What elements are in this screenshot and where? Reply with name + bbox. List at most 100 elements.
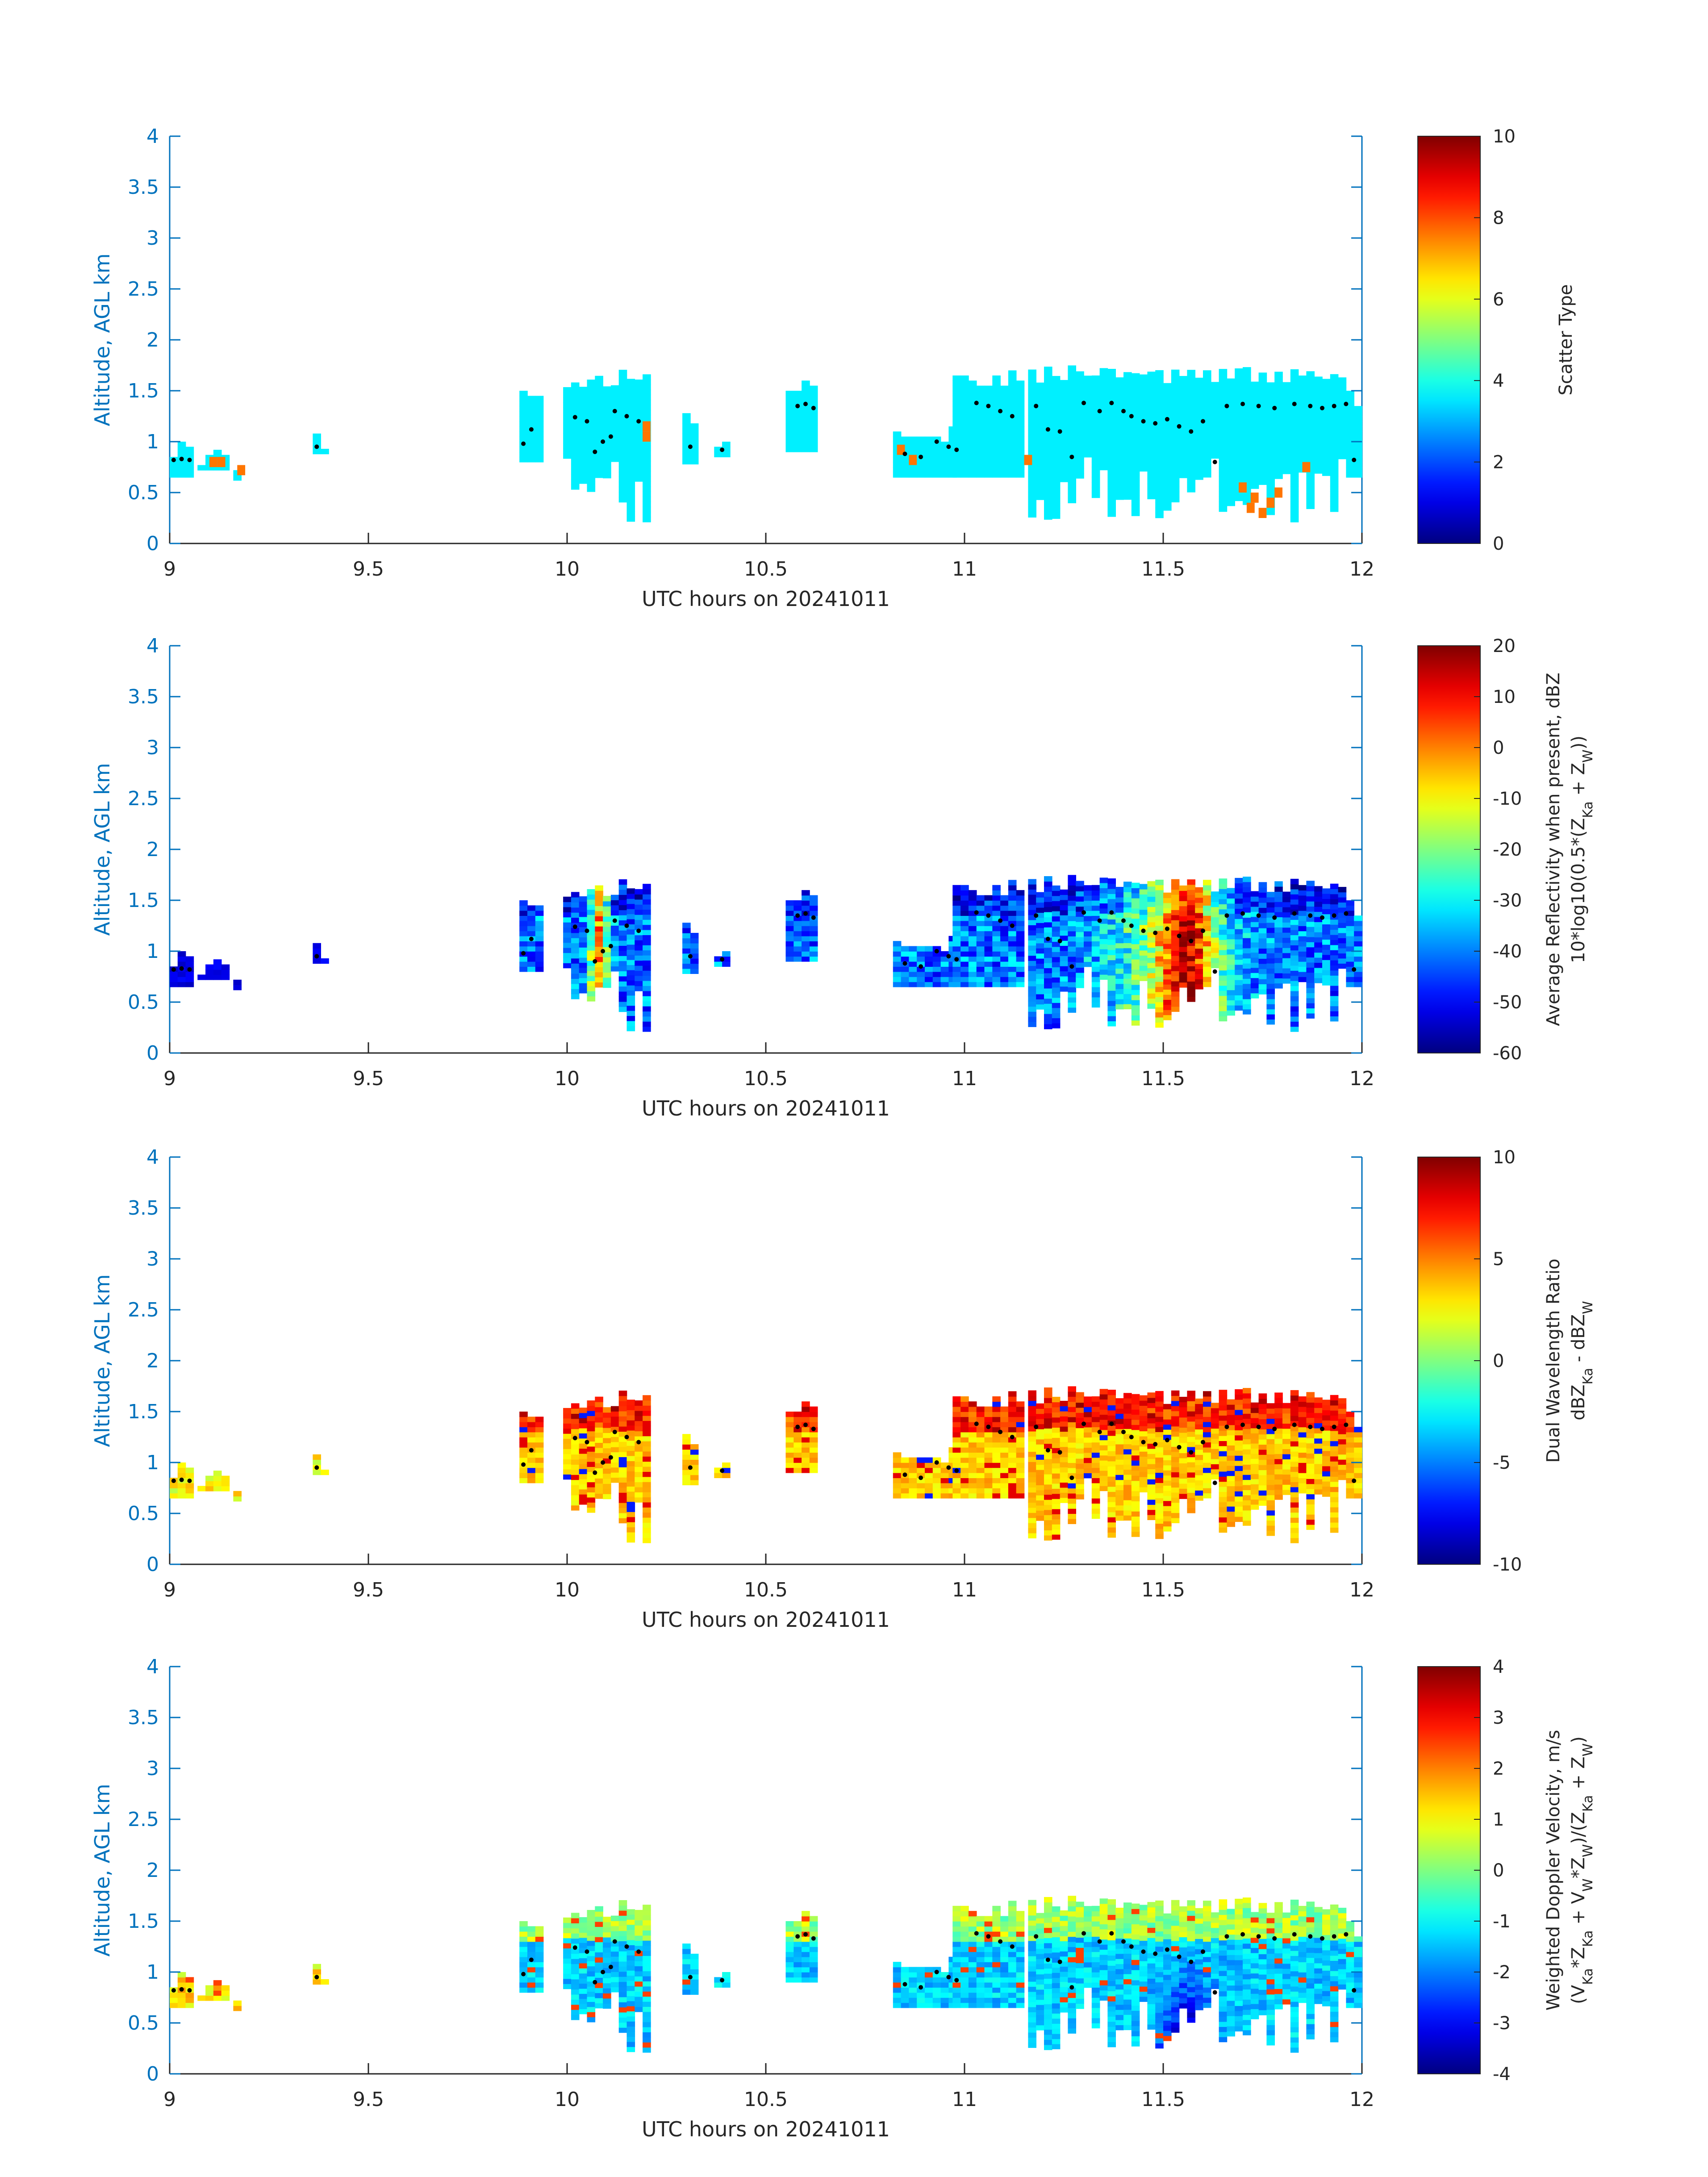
heatmap-cell xyxy=(643,400,651,405)
heatmap-cell xyxy=(519,1467,528,1473)
heatmap-cell xyxy=(1000,1462,1009,1468)
heatmap-cell xyxy=(976,462,985,468)
heatmap-cell xyxy=(1115,454,1124,460)
heatmap-cell xyxy=(1115,418,1124,424)
heatmap-cell xyxy=(1171,497,1180,502)
heatmap-cell xyxy=(952,905,961,911)
heatmap-cell xyxy=(1036,958,1044,964)
heatmap-cell xyxy=(785,915,794,921)
heatmap-cell xyxy=(1068,487,1076,493)
heatmap-cell xyxy=(960,910,969,916)
heatmap-cell xyxy=(1219,496,1228,502)
heatmap-cell xyxy=(1243,983,1251,989)
heatmap-cell xyxy=(1091,1457,1100,1463)
heatmap-cell xyxy=(1044,1458,1052,1464)
heatmap-cell xyxy=(1163,429,1172,435)
heatmap-cell xyxy=(1227,1521,1235,1527)
centroid-point xyxy=(585,419,589,424)
heatmap-cell xyxy=(1306,371,1315,377)
heatmap-cell xyxy=(595,1493,603,1499)
heatmap-cell xyxy=(1314,1489,1323,1495)
heatmap-cell xyxy=(1266,1418,1275,1424)
heatmap-cell xyxy=(1091,1483,1100,1488)
heatmap-cell xyxy=(1163,1460,1172,1466)
heatmap-cell xyxy=(976,421,985,427)
heatmap-cell xyxy=(1028,1405,1036,1411)
heatmap-cell xyxy=(968,457,977,463)
heatmap-cell xyxy=(563,1408,572,1414)
heatmap-cell xyxy=(1123,1413,1132,1419)
heatmap-cell xyxy=(1068,482,1076,488)
heatmap-cell xyxy=(626,893,635,899)
heatmap-cell xyxy=(932,961,941,967)
heatmap-cell xyxy=(1282,953,1291,958)
heatmap-cell xyxy=(785,1427,794,1433)
heatmap-cell xyxy=(1179,472,1188,478)
heatmap-cell xyxy=(690,958,699,964)
heatmap-cell xyxy=(952,977,961,982)
heatmap-cell xyxy=(1235,368,1243,374)
heatmap-cell xyxy=(1203,1401,1211,1407)
heatmap-cell xyxy=(643,1497,651,1503)
heatmap-cell xyxy=(626,1425,635,1431)
heatmap-cell xyxy=(1044,499,1052,505)
heatmap-cell xyxy=(1227,1460,1235,1466)
heatmap-cell xyxy=(1211,902,1219,907)
heatmap-cell xyxy=(901,1483,910,1488)
heatmap-cell xyxy=(1330,420,1339,426)
heatmap-cell xyxy=(1179,462,1188,468)
heatmap-cell xyxy=(1258,1413,1267,1420)
heatmap-cell xyxy=(802,1467,810,1473)
heatmap-cell xyxy=(1155,1467,1164,1473)
heatmap-cell xyxy=(992,1457,1001,1463)
heatmap-cell xyxy=(976,1457,985,1463)
heatmap-cell xyxy=(1016,436,1025,442)
heatmap-cell xyxy=(1060,965,1069,972)
heatmap-cell xyxy=(809,1457,818,1463)
heatmap-cell xyxy=(793,431,802,437)
heatmap-cell xyxy=(1219,883,1228,889)
heatmap-cell xyxy=(940,1488,949,1494)
heatmap-cell xyxy=(1163,999,1172,1005)
heatmap-cell xyxy=(1028,369,1036,375)
heatmap-cell xyxy=(1139,451,1148,456)
heatmap-cell xyxy=(571,403,580,409)
heatmap-cell xyxy=(1155,997,1164,1003)
heatmap-cell xyxy=(940,462,949,468)
heatmap-cell xyxy=(1036,1475,1044,1480)
heatmap-cell xyxy=(1052,895,1061,901)
heatmap-cell xyxy=(1258,383,1267,389)
heatmap-cell xyxy=(1123,927,1132,933)
heatmap-cell xyxy=(1068,1513,1076,1519)
heatmap-cell xyxy=(1195,897,1203,903)
heatmap-cell xyxy=(1330,460,1339,466)
heatmap-cell xyxy=(643,1522,651,1528)
heatmap-cell xyxy=(1091,951,1100,957)
heatmap-cell xyxy=(1203,441,1211,447)
heatmap-cell xyxy=(1290,1390,1299,1396)
centroid-point xyxy=(998,409,1003,414)
heatmap-cell xyxy=(968,915,977,921)
heatmap-cell xyxy=(1314,432,1323,438)
heatmap-cell xyxy=(1115,484,1124,490)
heatmap-cell xyxy=(976,1478,985,1483)
heatmap-cell xyxy=(893,1488,902,1494)
heatmap-cell xyxy=(527,451,536,457)
centroid-point xyxy=(1308,404,1313,409)
heatmap-cell xyxy=(1107,1532,1116,1538)
heatmap-cell xyxy=(1179,1422,1188,1428)
heatmap-cell xyxy=(984,1417,993,1422)
heatmap-cell xyxy=(1155,936,1164,941)
heatmap-cell xyxy=(1000,931,1009,936)
heatmap-cell xyxy=(635,924,643,930)
heatmap-cell xyxy=(1044,891,1052,897)
heatmap-cell xyxy=(1099,439,1108,445)
heatmap-cell xyxy=(1274,962,1283,968)
heatmap-cell xyxy=(595,972,603,978)
heatmap-cell xyxy=(1187,1391,1195,1396)
heatmap-cell xyxy=(1052,997,1061,1003)
heatmap-cell xyxy=(1250,962,1259,968)
colorbar-gradient xyxy=(1417,136,1481,544)
heatmap-cell xyxy=(1306,1003,1315,1009)
heatmap-cell xyxy=(1123,1489,1132,1496)
